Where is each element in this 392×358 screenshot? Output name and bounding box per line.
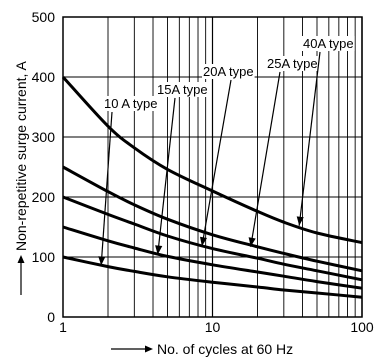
annotation-label-background [266,56,319,71]
annotation-arrow-line [250,71,281,247]
y-tick-label: 0 [47,309,55,325]
series-curve [62,195,363,282]
y-tick-label: 300 [32,129,56,145]
x-axis-title-group: No. of cycles at 60 Hz [111,341,293,357]
plot-frame [62,16,363,318]
series-annotation-label: 40A type [303,36,354,51]
annotation-arrow-line [157,97,176,255]
x-axis-arrow-head [145,345,153,353]
x-axis-title: No. of cycles at 60 Hz [157,341,293,357]
annotation-label-background [103,96,159,111]
annotation-label-background [156,82,209,97]
x-tick-label: 1 [59,319,67,335]
y-tick-label: 200 [32,189,56,205]
y-tick-label: 100 [32,249,56,265]
annotation-arrow-head [248,237,256,247]
annotation-arrow-head [98,256,106,266]
x-tick-label: 100 [350,319,374,335]
annotation-label-background [202,64,255,79]
series-curve [62,165,363,273]
tick-labels: 0 100 200 300 400 500 1 10 100 [32,9,374,335]
series-annotation-label: 25A type [267,56,318,71]
x-tick-label: 10 [205,319,221,335]
annotation-arrow-line [100,111,113,266]
series-curves [61,75,363,299]
annotation-arrow-head [200,236,207,247]
series-curve [62,225,363,290]
annotation-arrow-line [201,79,232,247]
series-annotation-label: 20A type [203,64,254,79]
y-axis-title: Non-repetitive surge current, A [13,60,29,251]
y-axis-arrow-head [17,255,25,263]
y-tick-label: 400 [32,69,56,85]
annotation-arrow-head [155,245,163,255]
annotation-arrow-head [296,216,304,226]
annotation-label-background [302,36,355,51]
series-curve [62,255,363,299]
annotation-arrow-line [298,51,321,226]
y-axis-title-group: Non-repetitive surge current, A [13,60,29,295]
series-annotation-label: 10 A type [104,96,158,111]
series-curve [61,75,363,245]
y-tick-label: 500 [32,9,56,25]
series-annotation-label: 15A type [157,82,208,97]
